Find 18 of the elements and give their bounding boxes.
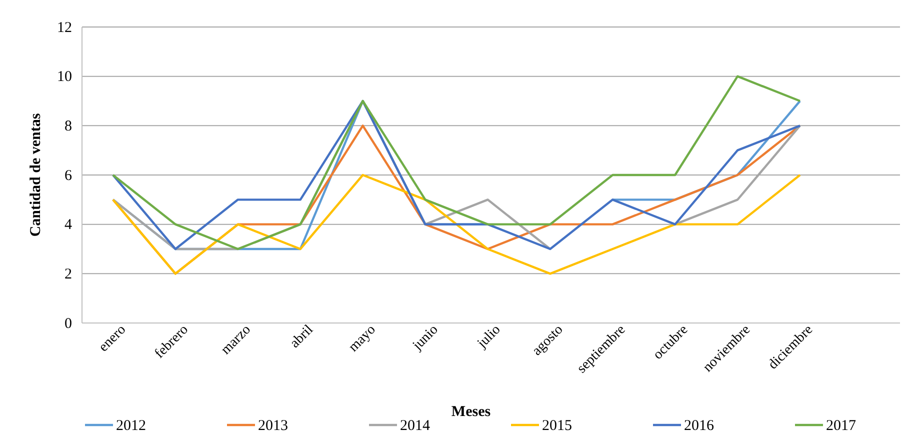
legend-label: 2013 bbox=[258, 418, 288, 434]
legend-label: 2016 bbox=[684, 418, 714, 434]
legend-label: 2012 bbox=[116, 418, 146, 434]
y-tick-label: 4 bbox=[64, 217, 72, 234]
y-tick-label: 0 bbox=[64, 316, 72, 332]
y-tick-label: 8 bbox=[64, 118, 72, 134]
legend-label: 2017 bbox=[826, 418, 856, 434]
y-tick-label: 6 bbox=[64, 168, 72, 184]
y-tick-label: 10 bbox=[57, 69, 72, 86]
x-axis-title: Meses bbox=[451, 404, 491, 420]
x-tick-label: abril bbox=[288, 322, 316, 352]
legend-label: 2014 bbox=[400, 418, 430, 434]
y-tick-label: 2 bbox=[64, 266, 72, 282]
line-series bbox=[112, 174, 802, 275]
y-axis-title: Cantidad de ventas bbox=[28, 113, 44, 237]
legend-label: 2015 bbox=[542, 418, 572, 434]
y-tick-label: 12 bbox=[57, 20, 72, 36]
x-tick-label: julio bbox=[474, 322, 504, 352]
